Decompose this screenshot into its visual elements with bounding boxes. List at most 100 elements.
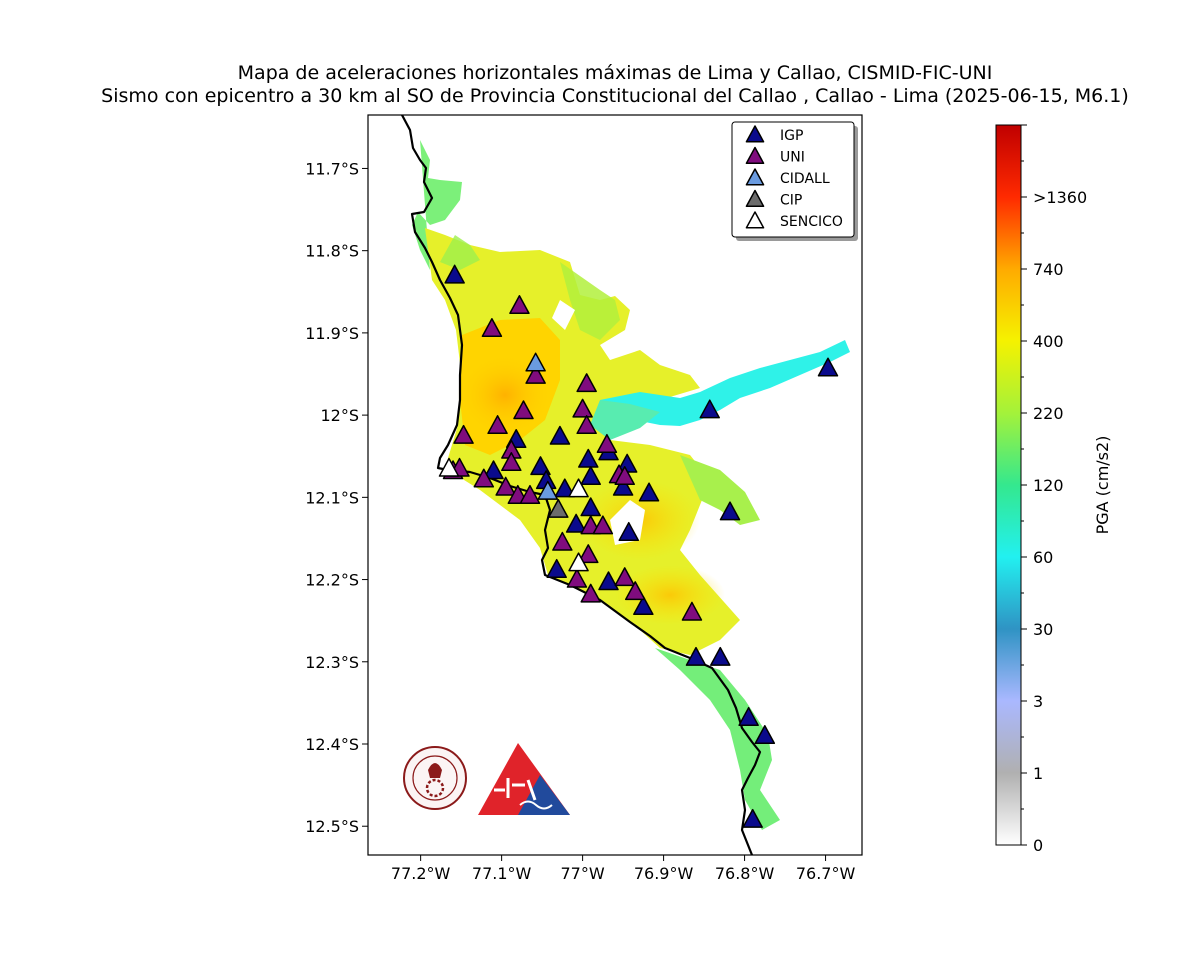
lat-tick-label: 12.2°S xyxy=(305,571,359,590)
lon-tick-label: 77.1°W xyxy=(472,864,532,883)
pga-field xyxy=(412,140,850,830)
longitude-axis: 77.2°W 77.1°W 77°W 76.9°W 76.8°W 76.7°W xyxy=(391,855,856,883)
station-marker-uni[interactable] xyxy=(487,415,508,435)
legend: IGP UNI CIDALL CIP SENCICO xyxy=(731,121,858,241)
colorbar-tick-label: >1360 xyxy=(1033,188,1087,207)
station-marker-igp[interactable] xyxy=(699,399,721,419)
colorbar-tick-label: 1 xyxy=(1033,764,1043,783)
station-marker-igp[interactable] xyxy=(742,808,763,828)
station-marker-igp[interactable] xyxy=(444,264,465,284)
station-marker-igp[interactable] xyxy=(633,595,654,615)
lat-tick-label: 12.1°S xyxy=(305,488,359,507)
station-marker-uni[interactable] xyxy=(525,364,546,384)
station-marker-igp[interactable] xyxy=(546,558,567,578)
station-marker-igp[interactable] xyxy=(738,706,759,726)
station-marker-igp[interactable] xyxy=(817,357,839,377)
station-marker-uni[interactable] xyxy=(552,531,573,551)
lon-tick-label: 76.8°W xyxy=(715,864,775,883)
legend-marker-sencico xyxy=(745,211,765,229)
colorbar-label: PGA (cm/s2) xyxy=(1093,436,1112,535)
legend-marker-uni xyxy=(745,146,765,164)
station-marker-uni[interactable] xyxy=(572,398,593,418)
station-marker-cidall[interactable] xyxy=(537,480,559,500)
legend-label-uni: UNI xyxy=(780,150,805,166)
map-title-line-1: Mapa de aceleraciones horizontales máxim… xyxy=(237,62,993,84)
legend-label-cip: CIP xyxy=(780,193,802,209)
station-marker-uni[interactable] xyxy=(513,400,534,420)
station-marker-uni[interactable] xyxy=(576,373,597,393)
station-marker-sencico[interactable] xyxy=(568,478,589,498)
station-marker-cip[interactable] xyxy=(548,498,569,518)
legend-label-sencico: SENCICO xyxy=(780,214,843,230)
stations-layer xyxy=(438,264,839,828)
colorbar-tick-label: 220 xyxy=(1033,404,1064,423)
station-marker-uni[interactable] xyxy=(580,583,601,603)
legend-label-igp: IGP xyxy=(780,128,803,144)
station-marker-uni[interactable] xyxy=(509,295,530,315)
latitude-axis: 11.7°S 11.8°S 11.9°S 12°S 12.1°S 12.2°S 12.3°S… xyxy=(305,159,368,836)
station-marker-igp[interactable] xyxy=(580,466,601,486)
legend-marker-cip xyxy=(745,189,765,207)
station-marker-uni[interactable] xyxy=(566,568,588,588)
station-marker-sencico[interactable] xyxy=(568,552,589,572)
station-marker-cidall[interactable] xyxy=(525,352,546,372)
lat-tick-label: 11.9°S xyxy=(305,324,359,343)
station-marker-uni[interactable] xyxy=(578,544,599,564)
station-marker-igp[interactable] xyxy=(598,571,619,591)
legend-marker-igp xyxy=(745,125,765,143)
station-marker-igp[interactable] xyxy=(710,646,731,666)
station-marker-uni[interactable] xyxy=(519,484,541,504)
lon-tick-label: 76.7°W xyxy=(796,864,856,883)
pga-colorbar: 0 1 3 30 60 120 220 400 740 >1360 PGA (cm/s2) xyxy=(995,124,1112,855)
station-marker-uni[interactable] xyxy=(624,581,646,601)
lat-tick-label: 11.7°S xyxy=(305,159,359,178)
lat-tick-label: 11.8°S xyxy=(305,242,359,261)
station-marker-igp[interactable] xyxy=(612,476,634,496)
colorbar-tick-label: 0 xyxy=(1033,836,1043,855)
station-marker-igp[interactable] xyxy=(554,478,576,498)
station-marker-uni[interactable] xyxy=(501,452,522,472)
colorbar-tick-label: 60 xyxy=(1033,548,1053,567)
station-marker-igp[interactable] xyxy=(483,460,504,480)
station-marker-uni[interactable] xyxy=(592,515,614,535)
station-marker-igp[interactable] xyxy=(618,521,640,541)
colorbar-tick-label: 30 xyxy=(1033,620,1053,639)
station-marker-sencico[interactable] xyxy=(438,457,460,477)
station-marker-igp[interactable] xyxy=(549,425,571,445)
lat-tick-label: 12°S xyxy=(320,406,359,425)
colorbar-tick-label: 120 xyxy=(1033,476,1064,495)
station-marker-uni[interactable] xyxy=(681,601,703,621)
station-marker-uni[interactable] xyxy=(576,415,597,435)
uni-seal-logo xyxy=(403,746,467,810)
station-marker-igp[interactable] xyxy=(530,456,551,476)
station-marker-uni[interactable] xyxy=(596,433,618,453)
station-marker-igp[interactable] xyxy=(578,448,599,468)
station-marker-igp[interactable] xyxy=(754,725,776,745)
station-marker-uni[interactable] xyxy=(481,318,503,338)
lat-tick-label: 12.4°S xyxy=(305,735,359,754)
lon-tick-label: 76.9°W xyxy=(634,864,694,883)
station-marker-uni[interactable] xyxy=(614,567,635,587)
station-marker-uni[interactable] xyxy=(614,466,635,486)
map-title-line-2: Sismo con epicentro a 30 km al SO de Pro… xyxy=(101,85,1129,107)
station-marker-igp[interactable] xyxy=(565,513,587,533)
colorbar-tick-label: 740 xyxy=(1033,260,1064,279)
colorbar-tick-label: 400 xyxy=(1033,332,1064,351)
map-frame xyxy=(367,114,863,856)
lon-tick-label: 77°W xyxy=(561,864,605,883)
station-marker-uni[interactable] xyxy=(453,424,474,444)
station-marker-igp[interactable] xyxy=(638,482,660,502)
lat-tick-label: 12.3°S xyxy=(305,653,359,672)
legend-label-cidall: CIDALL xyxy=(780,171,830,187)
cismid-logo xyxy=(478,743,570,815)
station-marker-uni[interactable] xyxy=(473,468,495,488)
station-marker-igp[interactable] xyxy=(719,501,741,521)
title-block: Mapa de aceleraciones horizontales máxim… xyxy=(0,62,1200,108)
lon-tick-label: 77.2°W xyxy=(391,864,451,883)
legend-marker-cidall xyxy=(745,168,765,186)
station-marker-igp[interactable] xyxy=(685,646,707,666)
station-marker-uni[interactable] xyxy=(495,476,516,496)
colorbar-tick-label: 3 xyxy=(1033,692,1043,711)
lat-tick-label: 12.5°S xyxy=(305,817,359,836)
